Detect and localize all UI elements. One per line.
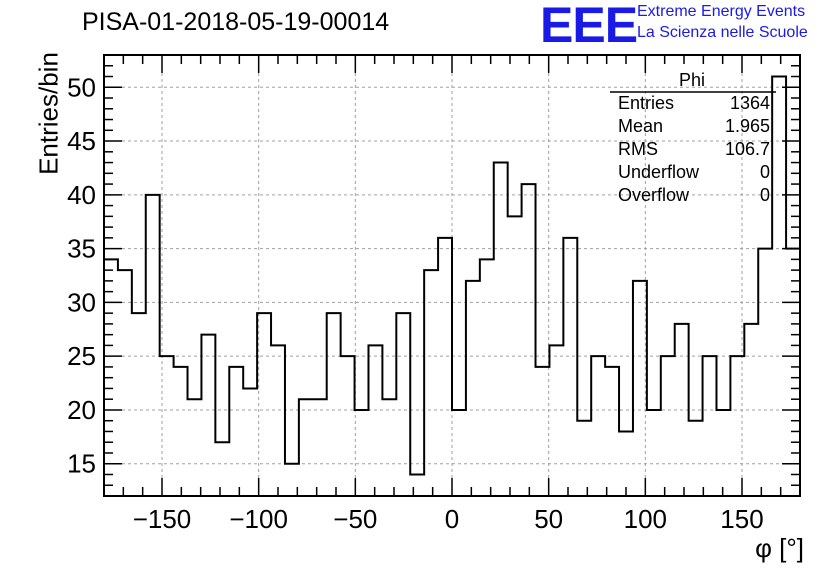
y-tick-label: 45	[67, 126, 96, 156]
logo-line-1: Extreme Energy Events	[637, 3, 806, 20]
stats-value: 0	[759, 185, 770, 205]
y-axis-label: Entries/bin	[33, 52, 64, 175]
stats-box-title: Phi	[679, 70, 706, 90]
stats-row: Entries 1364	[618, 93, 770, 114]
x-tick-label: −50	[333, 504, 377, 534]
x-tick-label: −100	[229, 504, 288, 534]
histogram-series	[104, 75, 800, 476]
stats-row: RMS 106.7	[618, 139, 770, 160]
x-tick-label: 100	[624, 504, 667, 534]
eee-logo: EEE	[540, 0, 638, 53]
y-tick-label: 35	[67, 234, 96, 264]
stats-label: RMS	[618, 139, 658, 159]
stats-row: Underflow 0	[618, 162, 770, 183]
stats-value: 0	[759, 162, 770, 182]
y-tick-label: 15	[67, 449, 96, 479]
y-tick-label: 25	[67, 341, 96, 371]
stats-value: 1364	[729, 93, 770, 113]
y-tick-label: 20	[67, 395, 96, 425]
y-tick-label: 50	[67, 72, 96, 102]
stats-row: Mean 1.965	[618, 116, 770, 137]
stats-value: 1.965	[724, 116, 770, 136]
stats-label: Mean	[618, 116, 664, 136]
stats-label: Entries	[618, 93, 675, 113]
stats-label: Overflow	[618, 185, 690, 205]
axis-ticks	[104, 54, 800, 496]
stats-label: Underflow	[618, 162, 700, 182]
plot-title: PISA-01-2018-05-19-00014	[82, 8, 390, 36]
y-tick-label: 30	[67, 287, 96, 317]
x-tick-label: −150	[133, 504, 192, 534]
logo-line-2: La Scienza nelle Scuole	[637, 24, 808, 41]
x-tick-label: 0	[445, 504, 459, 534]
x-tick-label: 150	[720, 504, 763, 534]
y-tick-label: 40	[67, 180, 96, 210]
x-axis-label: φ [°]	[755, 533, 804, 563]
x-tick-label: 50	[534, 504, 563, 534]
grid-lines	[104, 55, 800, 496]
stats-value: 106.7	[724, 139, 770, 159]
axis-tick-labels: −150 −100 −50 0 50 100 150 15 20 25 30 35 40 45 50	[67, 72, 764, 534]
stats-row: Overflow 0	[618, 185, 770, 206]
